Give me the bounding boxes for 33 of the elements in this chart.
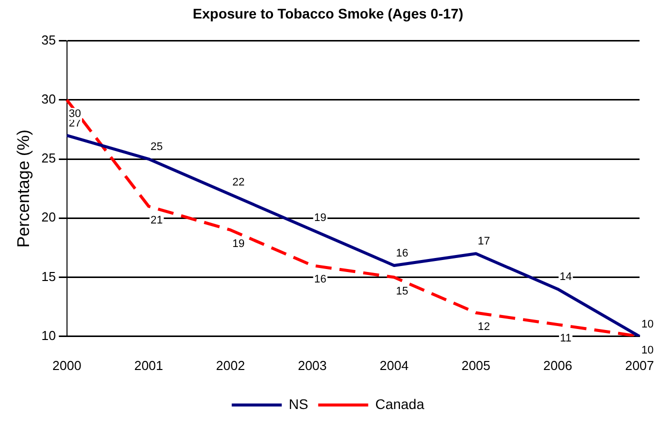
data-label: 12 bbox=[478, 320, 490, 333]
legend-label: NS bbox=[288, 396, 308, 412]
data-label: 11 bbox=[560, 332, 572, 345]
y-tick-label: 15 bbox=[41, 268, 56, 284]
x-tick-label: 2004 bbox=[380, 358, 409, 373]
data-label: 14 bbox=[560, 271, 572, 284]
data-label: 15 bbox=[396, 285, 408, 298]
x-tick-label: 2000 bbox=[52, 358, 82, 373]
data-label: 25 bbox=[150, 141, 163, 154]
x-tick-label: 2005 bbox=[461, 358, 490, 373]
data-label: 19 bbox=[232, 238, 245, 250]
y-tick-label: 10 bbox=[41, 328, 56, 343]
x-tick-label: 2006 bbox=[543, 358, 572, 373]
y-axis-title: Percentage (%) bbox=[14, 130, 33, 248]
legend-label: Canada bbox=[375, 396, 424, 412]
y-tick-label: 25 bbox=[41, 150, 56, 166]
y-tick-label: 30 bbox=[41, 92, 56, 106]
data-label: 10 bbox=[641, 318, 654, 330]
data-label: 16 bbox=[314, 273, 326, 286]
y-tick-label: 20 bbox=[41, 210, 56, 225]
data-label: 21 bbox=[150, 214, 163, 226]
data-label: 16 bbox=[396, 247, 408, 260]
data-label: 30 bbox=[68, 108, 81, 120]
data-label: 22 bbox=[232, 176, 245, 189]
x-tick-label: 2007 bbox=[625, 358, 654, 373]
y-tick-label: 35 bbox=[41, 32, 56, 48]
data-label: 17 bbox=[478, 236, 490, 248]
chart-title: Exposure to Tobacco Smoke (Ages 0-17) bbox=[192, 5, 464, 22]
data-label: 10 bbox=[641, 344, 654, 356]
x-tick-label: 2003 bbox=[298, 358, 327, 373]
x-tick-label: 2002 bbox=[216, 358, 245, 373]
data-label: 19 bbox=[314, 212, 326, 224]
x-tick-label: 2001 bbox=[134, 358, 164, 373]
